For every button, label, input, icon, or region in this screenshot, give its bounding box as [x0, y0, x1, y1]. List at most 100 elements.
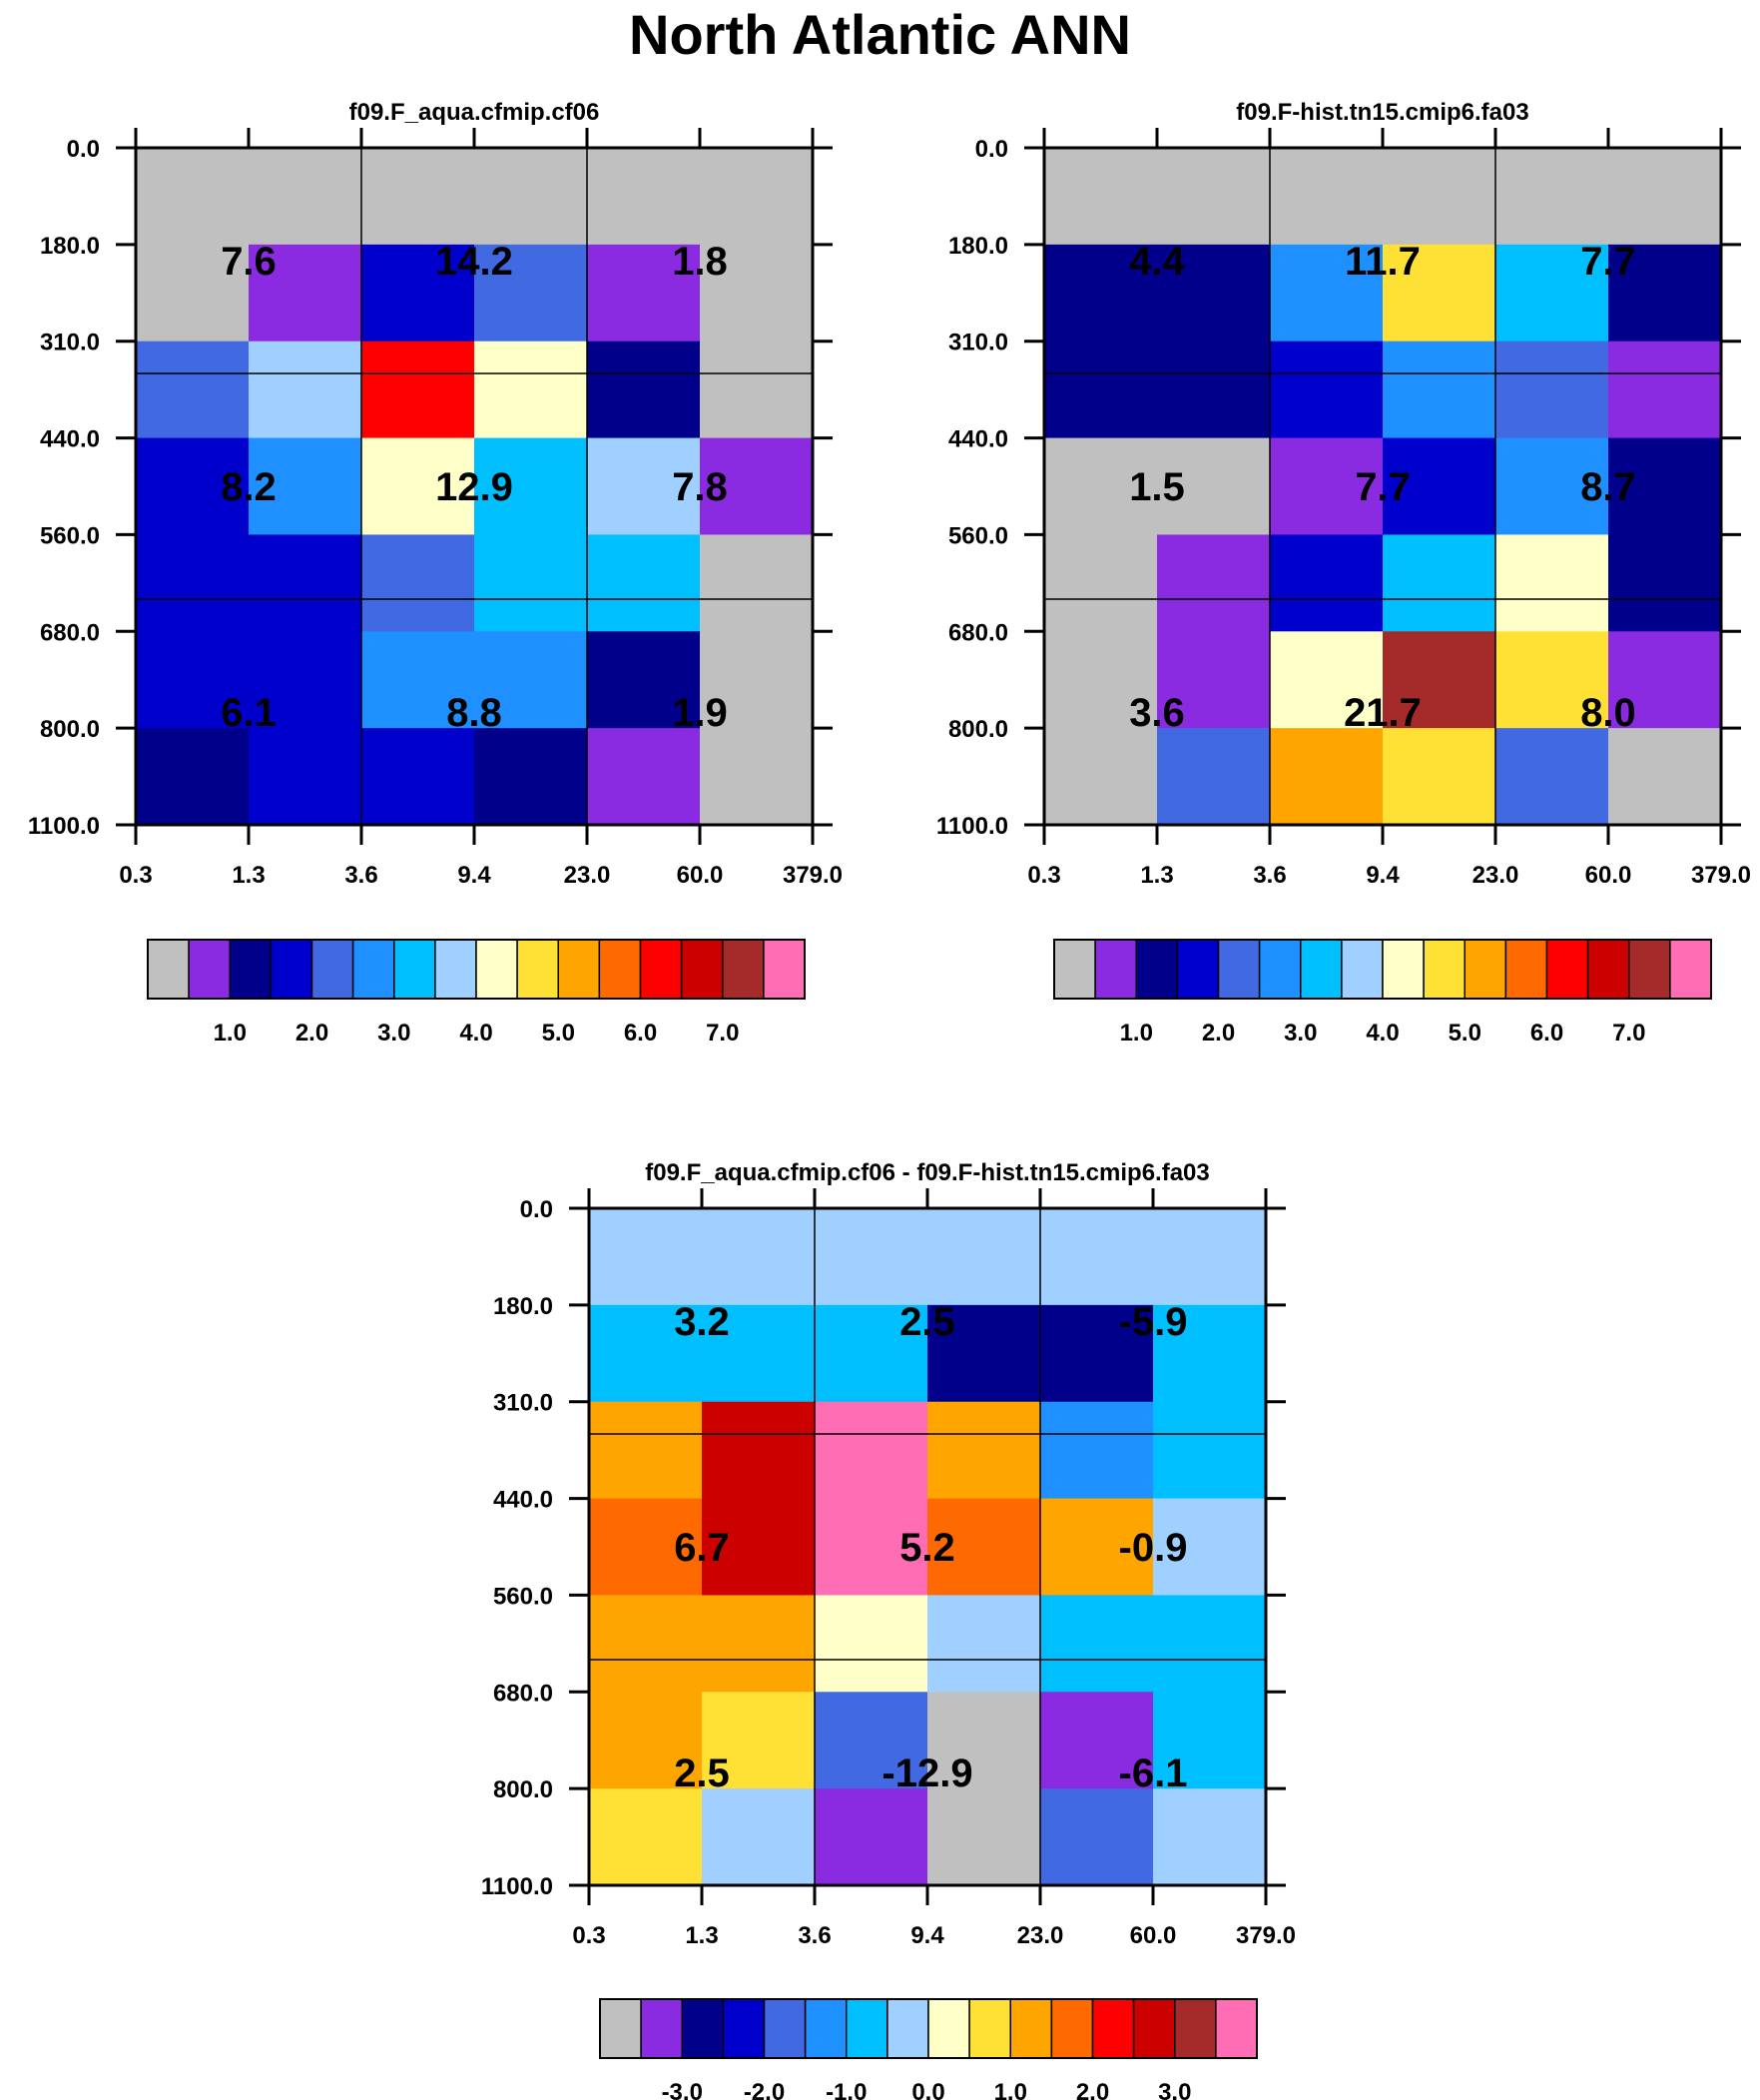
colorbar-label: -2.0 [744, 2079, 785, 2100]
colorbar-box [229, 939, 273, 1000]
x-tick-label: 60.0 [1130, 1922, 1177, 1949]
y-tick-label: 440.0 [948, 426, 1008, 453]
x-tick-label: 1.3 [232, 862, 265, 889]
y-tick-label: 680.0 [40, 619, 100, 646]
y-tick-label: 440.0 [40, 426, 100, 453]
panel-p3: f09.F_aqua.cfmip.cf06 - f09.F-hist.tn15.… [481, 1159, 1296, 2100]
figure-title: North Atlantic ANN [629, 3, 1131, 66]
x-tick-label: 3.6 [344, 862, 377, 889]
heatmap-cell [136, 244, 250, 343]
y-tick-label: 560.0 [948, 522, 1008, 549]
cell-value-label: 21.7 [1344, 691, 1422, 735]
y-tick-label: 310.0 [948, 330, 1008, 356]
y-tick-label: 180.0 [493, 1293, 553, 1320]
colorbar-box [1050, 1998, 1094, 2059]
panel-title: f09.F-hist.tn15.cmip6.fa03 [1236, 99, 1528, 126]
colorbar-box [1423, 939, 1466, 1000]
cell-value-label: 8.0 [1580, 691, 1636, 735]
x-tick-label: 9.4 [910, 1922, 944, 1949]
colorbar-box [1464, 939, 1507, 1000]
colorbar-box [147, 939, 190, 1000]
heatmap-cell [1495, 148, 1609, 246]
x-tick-label: 1.3 [1140, 862, 1173, 889]
y-tick-label: 1100.0 [481, 1873, 553, 1900]
colorbar-box [1545, 939, 1589, 1000]
heatmap-cell [249, 148, 362, 246]
colorbar-frame [599, 1998, 1258, 2059]
heatmap-cell [1270, 437, 1384, 536]
heatmap-cell [1495, 728, 1609, 826]
colorbar-box [351, 939, 395, 1000]
heatmap-cell [587, 437, 701, 536]
colorbar-box [1669, 939, 1712, 1000]
heatmap-cell [589, 1595, 703, 1693]
colorbar-label: 1.0 [994, 2079, 1027, 2100]
colorbar-box [639, 939, 683, 1000]
colorbar-label: 2.0 [1076, 2079, 1109, 2100]
heatmap-cell [1044, 728, 1158, 826]
heatmap-cell [702, 1498, 816, 1597]
heatmap-cell [1495, 341, 1609, 439]
cell-value-label: 6.7 [674, 1526, 730, 1570]
heatmap-cell [1383, 244, 1496, 343]
heatmap-cell [1270, 728, 1384, 826]
cell-value-label: 1.9 [672, 691, 728, 735]
heatmap-cell [136, 631, 250, 729]
cell-value-label: 8.7 [1580, 465, 1636, 509]
colorbar-box [1091, 1998, 1135, 2059]
heatmap-cell [1383, 148, 1496, 246]
heatmap-cell [1270, 631, 1384, 729]
colorbar-box [1094, 939, 1137, 1000]
colorbar-box [598, 939, 642, 1000]
heatmap-cell [1608, 148, 1722, 246]
heatmap-cell [815, 1304, 928, 1403]
colorbar-box [1053, 939, 1096, 1000]
heatmap-cell [361, 244, 475, 343]
y-tick-label: 800.0 [948, 716, 1008, 743]
y-tick-label: 0.0 [67, 136, 100, 163]
cell-value-label: 6.1 [221, 691, 277, 735]
y-tick-label: 680.0 [493, 1680, 553, 1707]
colorbar-label: 6.0 [624, 1020, 657, 1047]
heatmap-cell [1157, 148, 1271, 246]
heatmap-cell [361, 148, 475, 246]
heatmap-cell [249, 341, 362, 439]
colorbar-box [188, 939, 231, 1000]
heatmap-cell [927, 1595, 1041, 1693]
heatmap-cell [700, 341, 814, 439]
heatmap-cell [1044, 341, 1158, 439]
x-tick-label: 379.0 [783, 862, 843, 889]
colorbar-label: 5.0 [542, 1020, 575, 1047]
colorbar-box [270, 939, 313, 1000]
heatmap-cell [1608, 631, 1722, 729]
heatmap-cell [361, 341, 475, 439]
colorbar-label: -1.0 [826, 2079, 867, 2100]
heatmap-cell [587, 534, 701, 632]
colorbar-label: 0.0 [911, 2079, 944, 2100]
colorbar-box [722, 1998, 766, 2059]
y-tick-label: 180.0 [948, 233, 1008, 260]
cell-value-label: -6.1 [1119, 1751, 1188, 1795]
cell-value-label: 7.7 [1580, 240, 1636, 284]
cell-value-label: 2.5 [899, 1300, 955, 1344]
heatmap-cell [1153, 1692, 1267, 1789]
heatmap-cell [1157, 341, 1271, 439]
heatmap-cell [815, 1788, 928, 1886]
heatmap-cell [700, 534, 814, 632]
heatmap-cell [702, 1595, 816, 1693]
heatmap-cell [1608, 728, 1722, 826]
heatmap-cell [1040, 1401, 1154, 1500]
cell-value-label: -0.9 [1119, 1526, 1188, 1570]
colorbar-box [680, 939, 724, 1000]
colorbar-box [393, 939, 436, 1000]
heatmap-cell [589, 1304, 703, 1403]
colorbar-label: 1.0 [1120, 1020, 1153, 1047]
cell-value-label: 14.2 [435, 240, 513, 284]
heatmap-cell [1270, 534, 1384, 632]
cell-value-label: 3.2 [674, 1300, 730, 1344]
heatmap-cell [589, 1208, 703, 1306]
x-tick-label: 379.0 [1236, 1922, 1296, 1949]
heatmap-cell [361, 728, 475, 826]
colorbar-box [599, 1998, 642, 2059]
